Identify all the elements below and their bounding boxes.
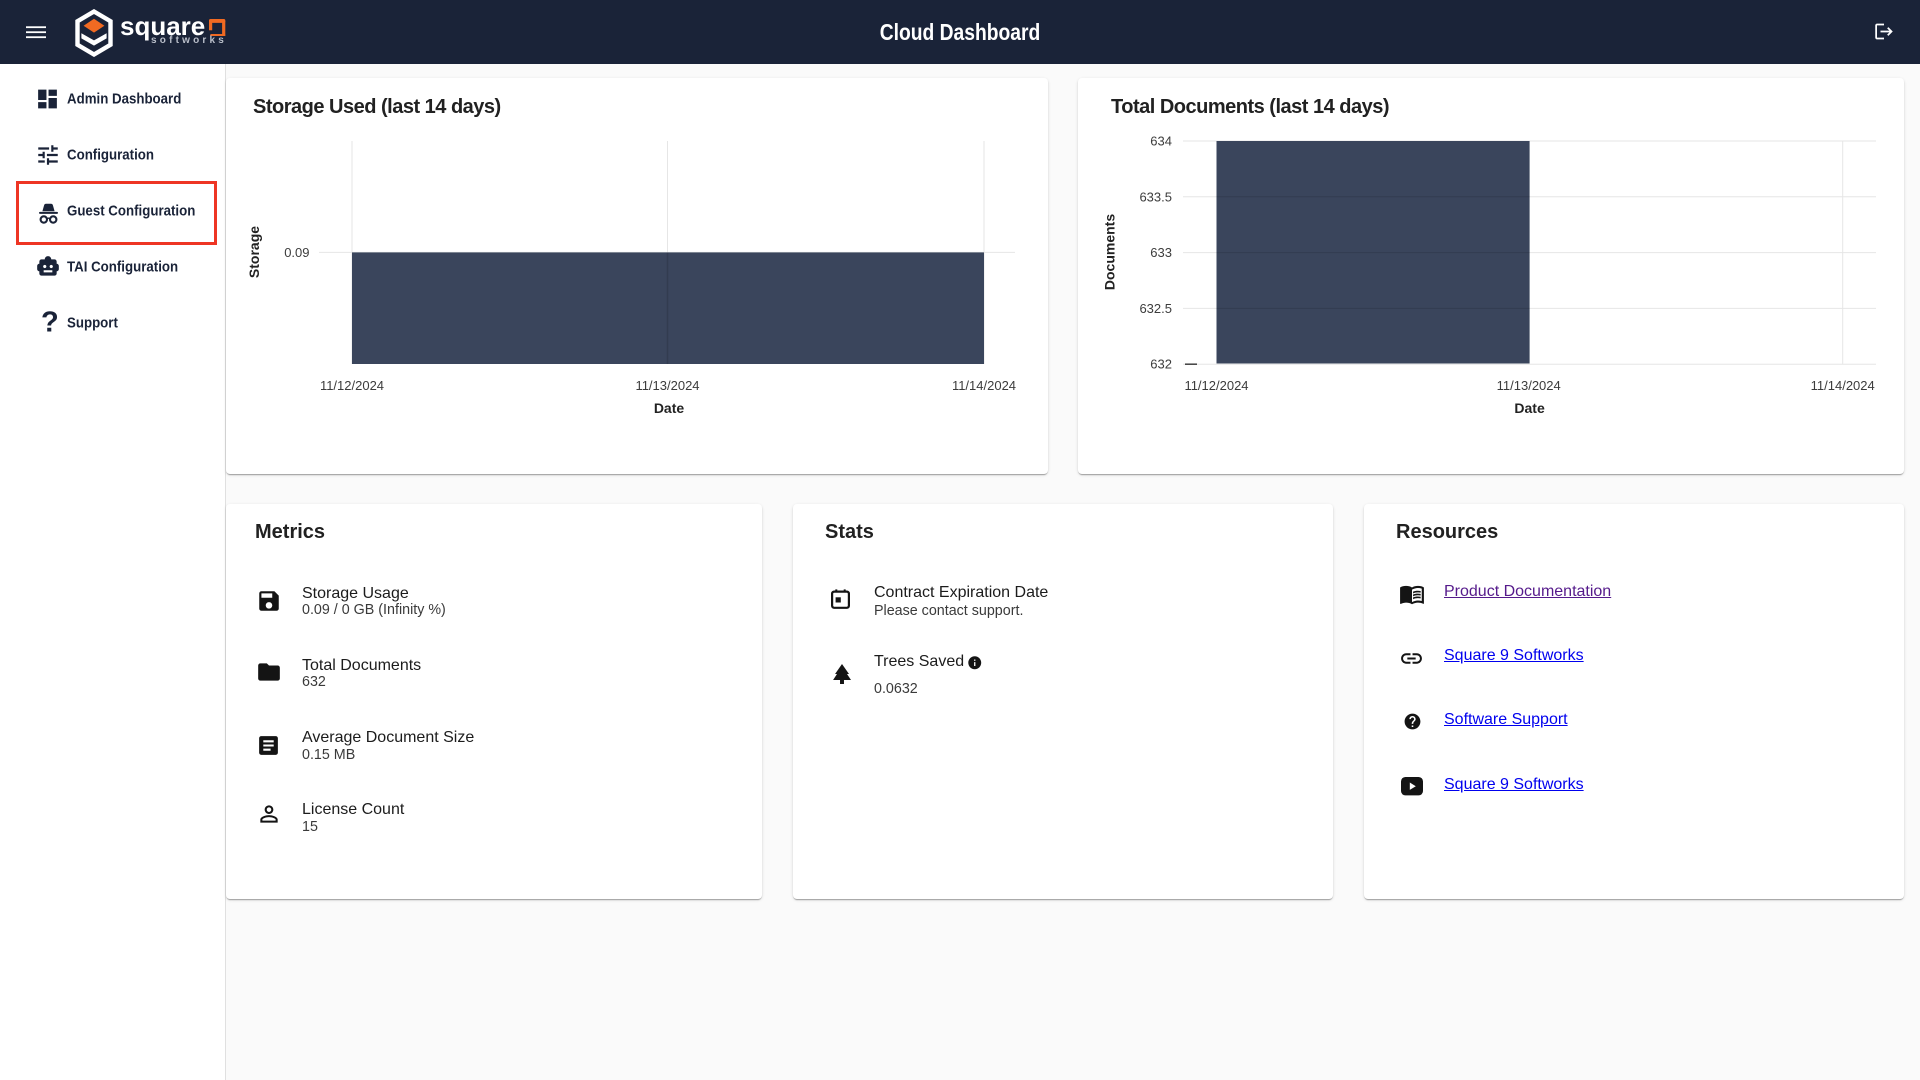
svg-text:633.5: 633.5	[1139, 189, 1172, 204]
svg-text:11/12/2024: 11/12/2024	[1184, 378, 1248, 393]
svg-text:Storage: Storage	[246, 226, 262, 278]
svg-text:0.09: 0.09	[284, 245, 309, 260]
svg-text:633: 633	[1150, 245, 1172, 260]
svg-text:11/13/2024: 11/13/2024	[1497, 378, 1561, 393]
svg-text:632: 632	[1150, 357, 1172, 372]
svg-text:Date: Date	[1514, 400, 1545, 416]
svg-text:634: 634	[1150, 134, 1172, 149]
svg-text:11/12/2024: 11/12/2024	[320, 378, 384, 393]
svg-text:Documents: Documents	[1102, 214, 1118, 290]
svg-text:Total Documents (last 14 days): Total Documents (last 14 days)	[1111, 96, 1389, 118]
svg-text:11/14/2024: 11/14/2024	[952, 378, 1016, 393]
svg-text:Storage Used (last 14 days): Storage Used (last 14 days)	[253, 96, 501, 118]
svg-text:632.5: 632.5	[1139, 301, 1172, 316]
svg-text:11/13/2024: 11/13/2024	[635, 378, 699, 393]
svg-text:Date: Date	[654, 400, 685, 416]
svg-text:11/14/2024: 11/14/2024	[1811, 378, 1875, 393]
